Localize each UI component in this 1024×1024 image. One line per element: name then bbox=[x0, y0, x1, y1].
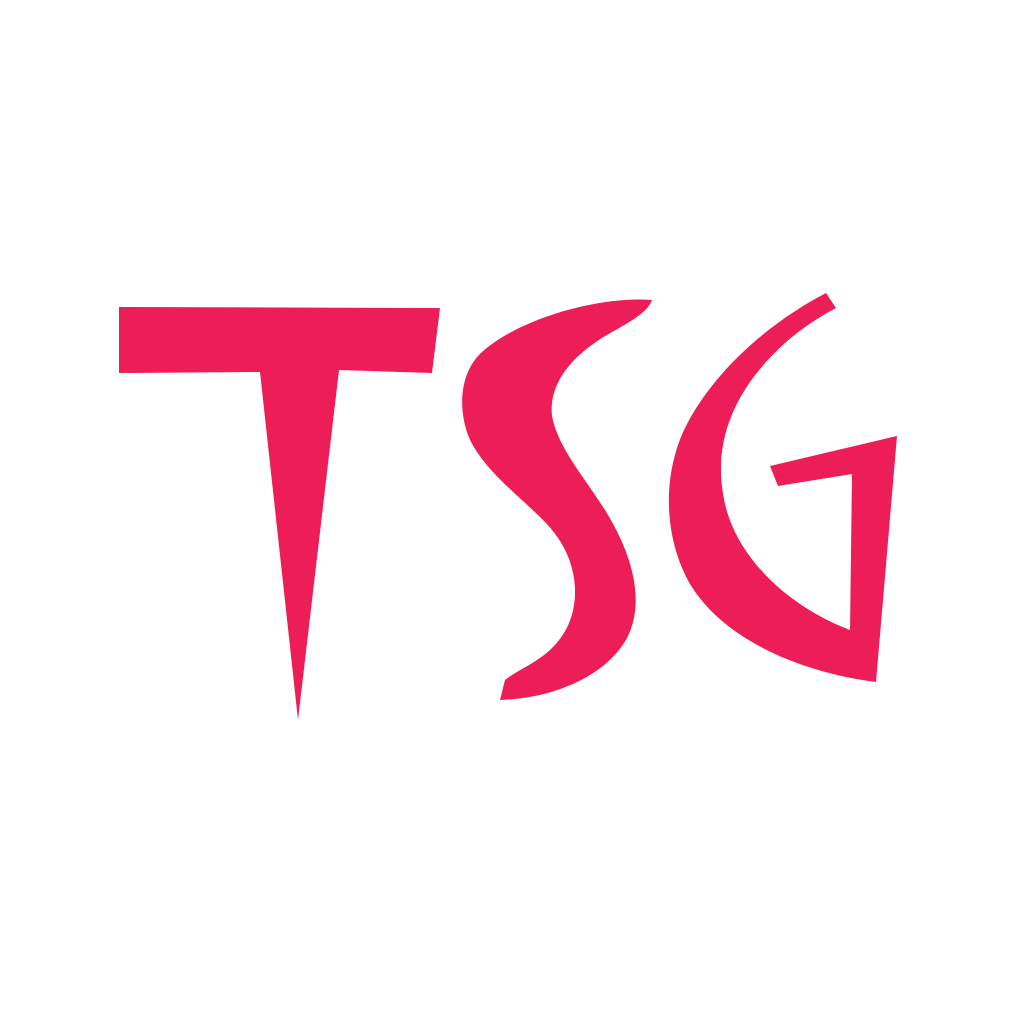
logo-letter-g bbox=[669, 293, 897, 682]
logo-letter-s bbox=[462, 300, 652, 700]
logo-letter-t bbox=[119, 307, 440, 720]
